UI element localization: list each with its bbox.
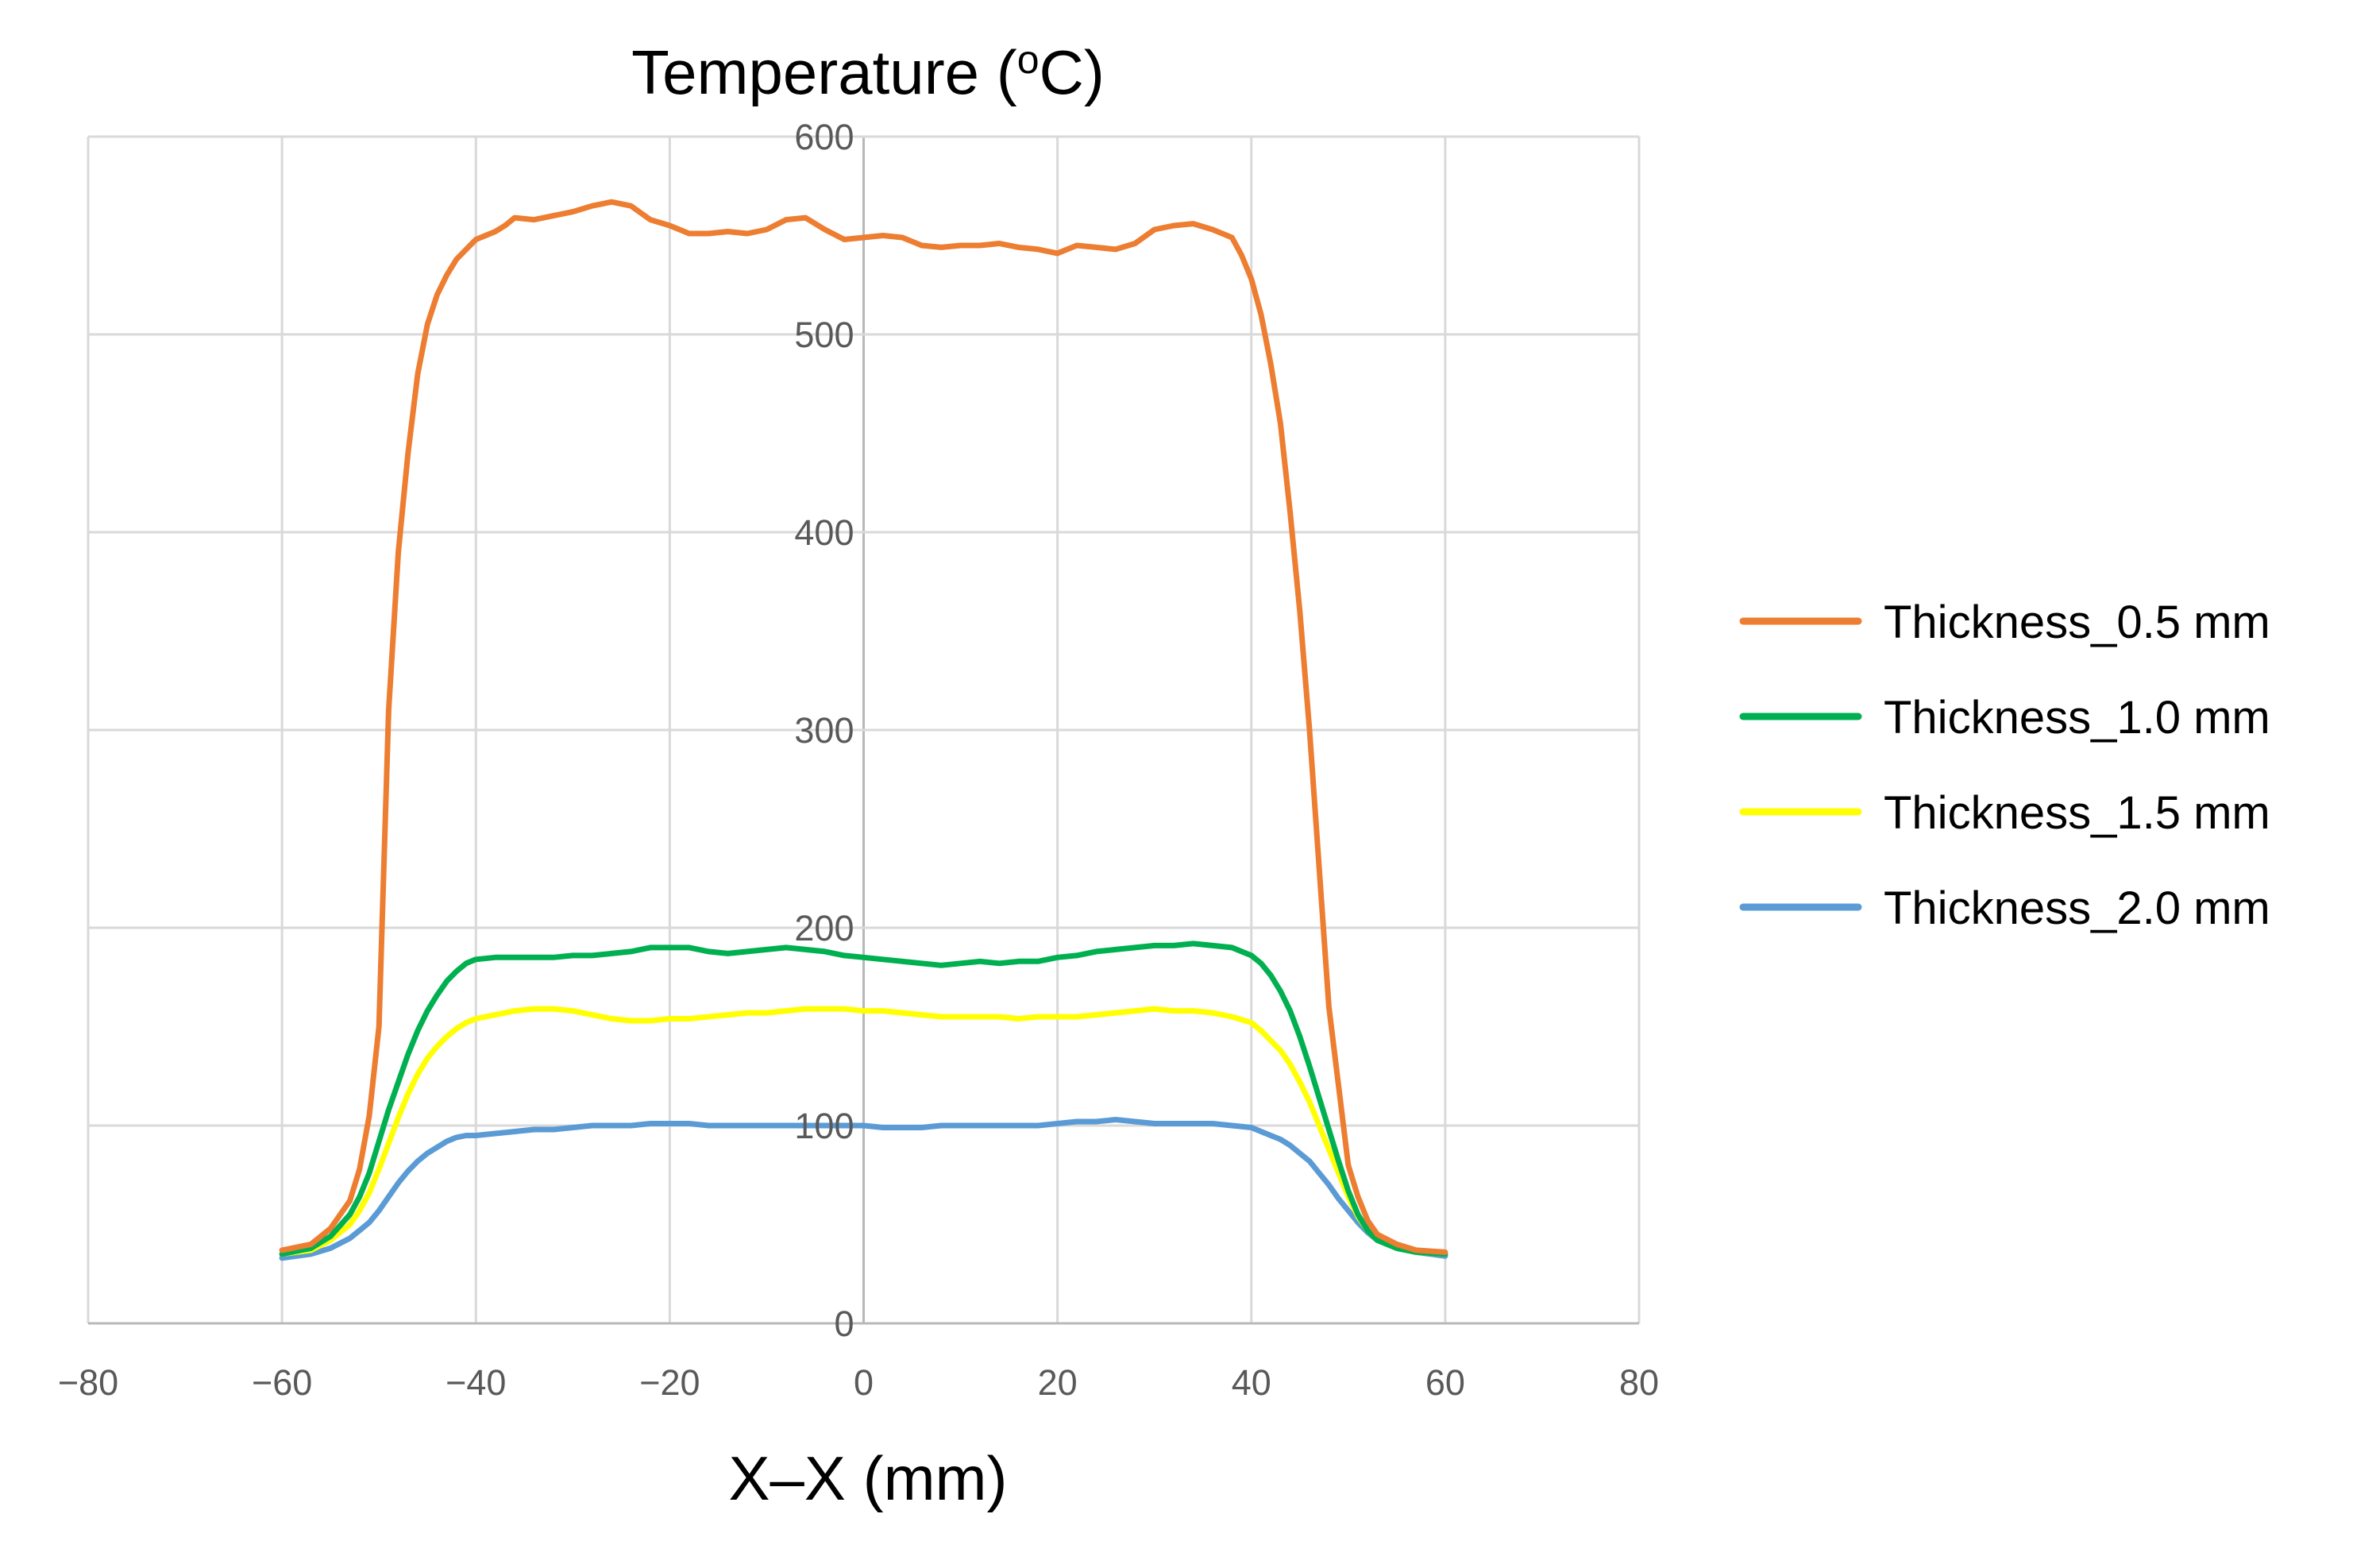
- series-line-thickness-2-0-mm: [279, 1117, 1448, 1261]
- legend-item: Thickness_2.0 mm: [1739, 883, 2270, 934]
- series-line-thickness-0-5-mm: [279, 199, 1448, 1255]
- x-tick-label: 20: [1038, 1362, 1078, 1403]
- y-tick-label: 100: [794, 1106, 854, 1146]
- y-tick-label: 600: [794, 117, 854, 157]
- x-tick-label: −60: [252, 1362, 312, 1403]
- legend-item: Thickness_1.5 mm: [1739, 787, 2270, 839]
- x-tick-label: −80: [58, 1362, 118, 1403]
- x-axis-title: X–X (mm): [729, 1443, 1008, 1513]
- legend-item: Thickness_1.0 mm: [1739, 692, 2270, 743]
- legend-label: Thickness_0.5 mm: [1884, 597, 2270, 648]
- x-tick-label: 60: [1425, 1362, 1465, 1403]
- legend-label: Thickness_1.5 mm: [1884, 787, 2270, 839]
- series-line-thickness-1-5-mm: [279, 1006, 1448, 1257]
- legend: Thickness_0.5 mm Thickness_1.0 mm Thicknes…: [1739, 597, 2270, 934]
- x-tick-label: 80: [1619, 1362, 1659, 1403]
- y-tick-label: 500: [794, 315, 854, 355]
- series-layer: [279, 199, 1448, 1261]
- y-tick-label: 200: [794, 908, 854, 948]
- y-tick-label: 400: [794, 512, 854, 553]
- x-tick-labels: −80 −60 −40 −20 0 20 40 60 80: [58, 1362, 1659, 1403]
- y-tick-labels: 0 100 200 300 400 500 600: [794, 117, 854, 1344]
- x-tick-label: −40: [446, 1362, 506, 1403]
- y-tick-label: 300: [794, 710, 854, 751]
- x-tick-label: 40: [1232, 1362, 1271, 1403]
- legend-label: Thickness_1.0 mm: [1884, 692, 2270, 743]
- grid: [87, 135, 1641, 1325]
- legend-label: Thickness_2.0 mm: [1884, 883, 2270, 934]
- x-tick-label: 0: [854, 1362, 874, 1403]
- y-tick-label: 0: [834, 1303, 854, 1344]
- series-line-thickness-1-0-mm: [279, 940, 1448, 1257]
- chart-title: Temperature (oC): [631, 37, 1105, 107]
- x-tick-label: −20: [639, 1362, 700, 1403]
- legend-item: Thickness_0.5 mm: [1739, 597, 2270, 648]
